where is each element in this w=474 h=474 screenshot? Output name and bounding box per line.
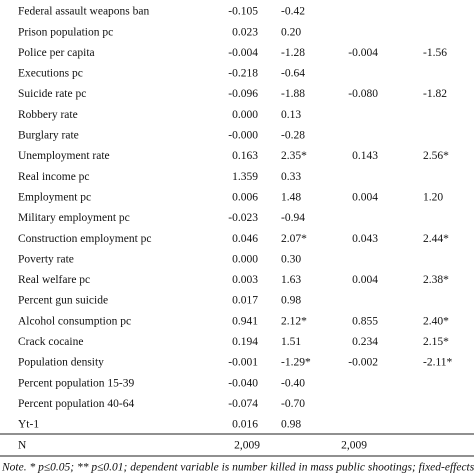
row-label: Construction employment pc (18, 233, 152, 245)
t-statistic: 2.35* (281, 150, 307, 162)
t-statistic: 0.98 (281, 295, 301, 307)
t-statistic: 2.38* (423, 274, 449, 286)
t-statistic: 2.15* (423, 336, 449, 348)
row-label: Percent population 15-39 (18, 377, 135, 389)
coefficient: 0.004 (352, 191, 378, 203)
row-label: Crack cocaine (18, 336, 83, 348)
table-note: Note. * p≤0.05; ** p≤0.01; dependent var… (1, 462, 474, 474)
row-label: Percent gun suicide (18, 295, 108, 307)
coefficient: 0.000 (232, 109, 258, 121)
t-statistic: -0.28 (281, 130, 305, 142)
row-label: Employment pc (18, 191, 91, 203)
coefficient: -0.105 (228, 6, 258, 18)
t-statistic: 0.13 (281, 109, 301, 121)
t-statistic: 2.12* (281, 315, 307, 327)
t-statistic: 1.20 (423, 191, 443, 203)
coefficient: -0.001 (228, 357, 258, 369)
row-label: Poverty rate (18, 253, 74, 265)
row-label: Real income pc (18, 171, 90, 183)
coefficient: 1.359 (232, 171, 258, 183)
row-label: N (18, 440, 27, 452)
coefficient: -0.040 (228, 377, 258, 389)
t-statistic: -0.64 (281, 68, 305, 80)
sample-size: 2,009 (341, 440, 367, 452)
coefficient: -0.023 (228, 212, 258, 224)
coefficient: 0.046 (232, 233, 258, 245)
coefficient: 0.004 (352, 274, 378, 286)
coefficient: 0.000 (232, 253, 258, 265)
coefficient: -0.096 (228, 88, 258, 100)
row-label: Alcohol consumption pc (18, 315, 131, 327)
coefficient: 0.003 (232, 274, 258, 286)
coefficient: -0.000 (228, 130, 258, 142)
coefficient: -0.004 (228, 47, 258, 59)
t-statistic: 2.56* (423, 150, 449, 162)
row-label: Burglary rate (18, 130, 79, 142)
row-label: Robbery rate (18, 109, 78, 121)
coefficient: 0.855 (352, 315, 378, 327)
row-label: Population density (18, 357, 104, 369)
row-label: Federal assault weapons ban (18, 6, 150, 18)
coefficient: 0.194 (232, 336, 258, 348)
t-statistic: 1.63 (281, 274, 301, 286)
row-label: Executions pc (18, 68, 83, 80)
t-statistic: 1.51 (281, 336, 301, 348)
coefficient: -0.074 (228, 398, 258, 410)
t-statistic: 0.98 (281, 419, 301, 431)
row-label: Police per capita (18, 47, 95, 59)
t-statistic: -1.82 (423, 88, 447, 100)
coefficient: -0.002 (348, 357, 378, 369)
coefficient: 0.234 (352, 336, 378, 348)
t-statistic: 0.30 (281, 253, 301, 265)
coefficient: 0.017 (232, 295, 258, 307)
coefficient: 0.023 (232, 26, 258, 38)
t-statistic: 2.40* (423, 315, 449, 327)
t-statistic: 0.20 (281, 26, 301, 38)
t-statistic: 2.44* (423, 233, 449, 245)
t-statistic: 0.33 (281, 171, 301, 183)
coefficient: 0.043 (352, 233, 378, 245)
t-statistic: -0.40 (281, 377, 305, 389)
coefficient: -0.004 (348, 47, 378, 59)
row-label: Military employment pc (18, 212, 130, 224)
coefficient: 0.163 (232, 150, 258, 162)
t-statistic: -0.70 (281, 398, 305, 410)
row-label: Percent population 40-64 (18, 398, 135, 410)
t-statistic: -1.29* (281, 357, 311, 369)
row-label: Real welfare pc (18, 274, 90, 286)
coefficient: 0.941 (232, 315, 258, 327)
row-label: Prison population pc (18, 26, 113, 38)
t-statistic: 1.48 (281, 191, 301, 203)
coefficient: 0.006 (232, 191, 258, 203)
coefficient: 0.143 (352, 150, 378, 162)
t-statistic: -1.56 (423, 47, 447, 59)
t-statistic: -0.42 (281, 6, 305, 18)
t-statistic: -0.94 (281, 212, 305, 224)
t-statistic: -2.11* (423, 357, 453, 369)
coefficient: -0.080 (348, 88, 378, 100)
t-statistic: -1.28 (281, 47, 305, 59)
t-statistic: -1.88 (281, 88, 305, 100)
sample-size: 2,009 (234, 440, 260, 452)
coefficient: -0.218 (228, 68, 258, 80)
coefficient: 0.016 (232, 419, 258, 431)
t-statistic: 2.07* (281, 233, 307, 245)
row-label: Yt-1 (18, 419, 39, 431)
row-label: Suicide rate pc (18, 88, 86, 100)
row-label: Unemployment rate (18, 150, 110, 162)
